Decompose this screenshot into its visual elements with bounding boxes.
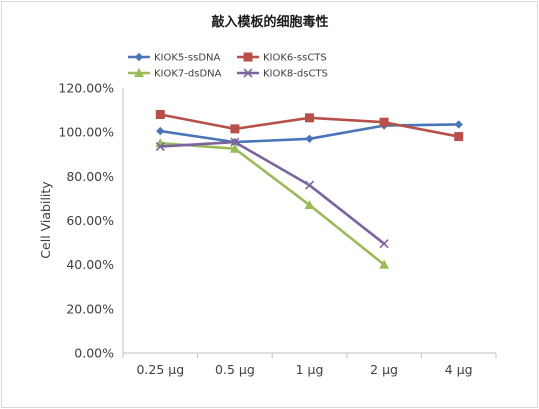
legend-item: KIOK7-dsDNA — [128, 68, 222, 80]
data-point-kiok6-sscts — [230, 124, 240, 134]
y-tick-label: 0.00% — [74, 346, 114, 361]
y-tick-label: 60.00% — [66, 213, 114, 228]
data-point-kiok6-sscts — [379, 117, 389, 127]
legend-label: KIOK6-ssCTS — [263, 53, 327, 64]
data-point-kiok8-dscts — [155, 141, 165, 152]
data-point-kiok7-dsdna — [379, 259, 390, 269]
data-point-kiok7-dsdna — [304, 200, 315, 210]
y-tick-label: 120.00% — [58, 81, 114, 96]
data-point-kiok6-sscts — [305, 113, 314, 123]
legend-label: KIOK5-ssDNA — [154, 53, 221, 64]
x-tick-label: 0.25 μg — [136, 362, 184, 377]
legend-label: KIOK8-dsCTS — [263, 69, 328, 80]
data-point-kiok5-ssdna — [305, 134, 314, 143]
axes: 0.00% 20.00% 40.00% 60.00% 80.00% 100.00% 120.… — [58, 81, 497, 377]
data-point-kiok7-dsdna — [229, 143, 240, 153]
x-marker-stroke — [230, 137, 240, 147]
legend-swatch-marker — [134, 68, 144, 77]
x-tick-label: 1 μg — [296, 362, 324, 377]
legend-swatch-marker — [243, 68, 253, 78]
legend-swatch-marker — [134, 52, 144, 62]
data-point-kiok8-dscts — [230, 137, 240, 147]
legend-item: KIOK5-ssDNA — [128, 53, 221, 64]
x-tick-label: 4 μg — [445, 362, 473, 377]
legend-swatch-marker — [243, 52, 253, 62]
chart-title: 敲入模板的细胞毒性 — [211, 14, 328, 30]
x-marker-stroke — [155, 141, 165, 152]
y-tick-label: 40.00% — [66, 257, 114, 272]
data-point-kiok6-sscts — [155, 110, 165, 119]
data-point-kiok5-ssdna — [454, 120, 463, 129]
legend: KIOK5-ssDNA KIOK6-ssCTS KIOK7-dsDNA KIOK8-d… — [128, 52, 328, 80]
series-line-kiok7-dsdna — [160, 141, 385, 266]
data-point-kiok5-ssdna — [156, 126, 165, 136]
y-tick-label: 100.00% — [58, 125, 114, 140]
x-tick-label: 0.5 μg — [215, 362, 255, 377]
x-tick-label: 2 μg — [370, 362, 398, 377]
legend-item: KIOK8-dsCTS — [237, 68, 328, 80]
x-marker-stroke — [304, 180, 315, 190]
legend-item: KIOK6-ssCTS — [237, 52, 327, 64]
x-marker-stroke — [379, 239, 389, 249]
y-tick-label: 80.00% — [66, 169, 114, 184]
y-axis-label: Cell Viability — [38, 181, 53, 259]
data-point-kiok8-dscts — [379, 239, 389, 249]
series-line-kiok8-dscts — [160, 140, 385, 245]
legend-label: KIOK7-dsDNA — [154, 69, 222, 80]
data-point-kiok8-dscts — [304, 180, 315, 190]
x-marker-stroke — [243, 68, 253, 78]
data-point-kiok6-sscts — [454, 132, 464, 142]
plot-area — [155, 110, 464, 269]
y-tick-label: 20.00% — [66, 301, 114, 316]
